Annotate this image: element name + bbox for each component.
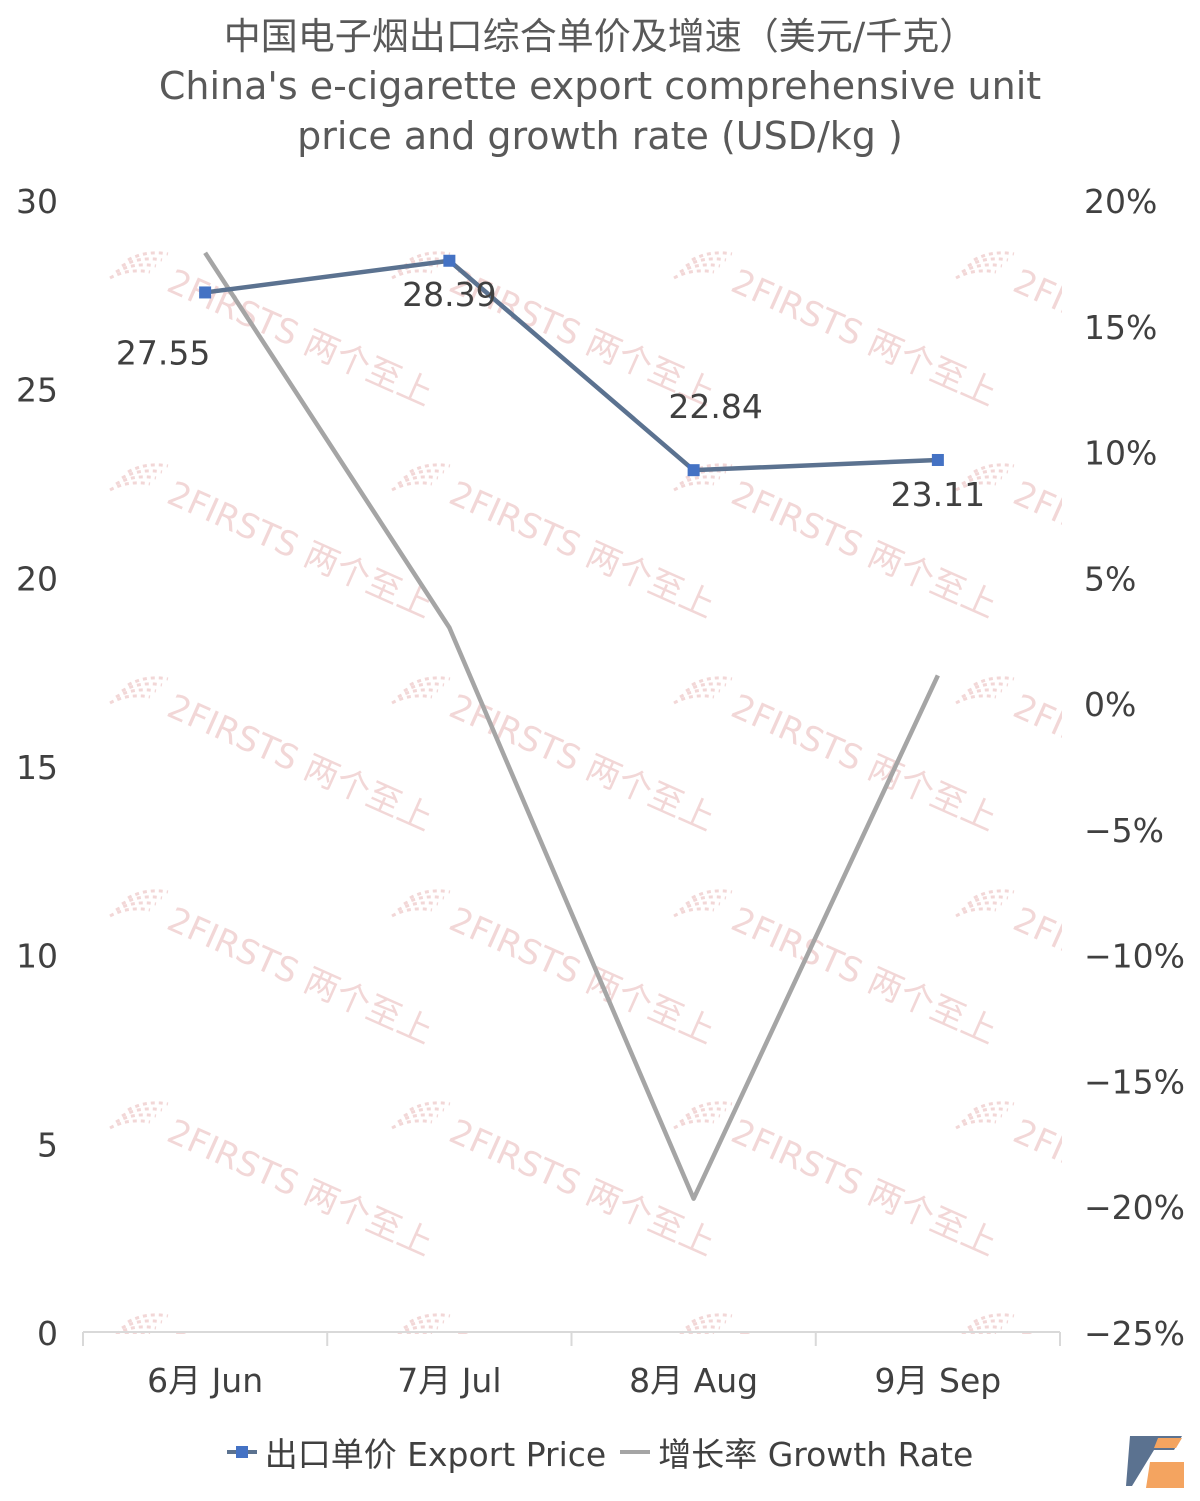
- watermark: 2FIRSTS 两个至上: [673, 1101, 1003, 1265]
- series-layer: [199, 251, 944, 1201]
- data-point-export-price: [687, 464, 700, 477]
- legend-item-growth-rate: 增长率 Growth Rate: [620, 1428, 973, 1476]
- svg-text:2FIRSTS 两个至上: 2FIRSTS 两个至上: [1007, 900, 1200, 1053]
- y-left-tick-label: 25: [16, 371, 58, 410]
- watermark: 2FIRSTS 两个至上: [673, 676, 1003, 840]
- legend-label-growth-rate: 增长率 Growth Rate: [658, 1435, 974, 1474]
- svg-text:2FIRSTS 两个至上: 2FIRSTS 两个至上: [443, 1112, 720, 1265]
- legend-swatch-export-price: [226, 1446, 257, 1458]
- x-tick-label: 9月 Sep: [875, 1361, 1002, 1400]
- data-point-export-price: [443, 254, 456, 267]
- watermark: 2FIRSTS 两个至上: [109, 463, 439, 626]
- x-tick-label: 8月 Aug: [629, 1361, 758, 1400]
- y-right-tick-label: −20%: [1084, 1188, 1185, 1227]
- y-right-tick-label: −5%: [1084, 811, 1164, 850]
- series-line-export-price: [204, 258, 938, 473]
- data-point-export-price: [931, 453, 944, 466]
- data-label-export-price: 22.84: [668, 387, 762, 426]
- watermark: 2FIRSTS 两个至上: [391, 889, 721, 1053]
- svg-text:2FIRSTS 两个至上: 2FIRSTS 两个至上: [725, 687, 1002, 840]
- data-label-export-price: 23.11: [891, 475, 985, 514]
- y-right-tick-label: 10%: [1084, 434, 1157, 473]
- watermark: 2FIRSTS 两个至上: [109, 1101, 439, 1265]
- legend-label-export-price: 出口单价 Export Price: [264, 1435, 607, 1474]
- y-right-tick-label: 0%: [1084, 685, 1136, 724]
- x-tick-label: 7月 Jul: [397, 1361, 501, 1400]
- svg-text:2FIRSTS 两个至上: 2FIRSTS 两个至上: [1007, 1324, 1200, 1477]
- y-right-tick-label: −25%: [1084, 1314, 1185, 1353]
- legend-item-export-price: 出口单价 Export Price: [226, 1428, 607, 1476]
- y-left-tick-label: 30: [16, 182, 58, 221]
- legend: 出口单价 Export Price 增长率 Growth Rate: [0, 1428, 1200, 1476]
- y-right-tick-label: 5%: [1084, 559, 1136, 598]
- chart-title-cn: 中国电子烟出口综合单价及增速（美元/千克）: [223, 15, 977, 58]
- svg-text:2FIRSTS 两个至上: 2FIRSTS 两个至上: [161, 900, 438, 1053]
- y-right-tick-label: 15%: [1084, 308, 1157, 347]
- brand-logo-icon: [1126, 1436, 1184, 1488]
- y-left-tick-label: 5: [37, 1125, 58, 1164]
- watermark: 2FIRSTS 两个至上: [391, 676, 721, 839]
- svg-text:2FIRSTS 两个至上: 2FIRSTS 两个至上: [725, 1112, 1002, 1265]
- watermark: 2FIRSTS 两个至上: [391, 463, 721, 627]
- legend-swatch-growth-rate: [620, 1450, 651, 1454]
- watermark: 2FIRSTS 两个至上: [109, 889, 439, 1053]
- svg-text:2FIRSTS 两个至上: 2FIRSTS 两个至上: [725, 900, 1002, 1053]
- axes-layer: 6月 Jun 7月 Jul 8月 Aug 9月 Sep 0 5 10 15 20 25 30 −25%…: [16, 182, 1185, 1400]
- data-label-export-price: 28.39: [402, 275, 496, 314]
- y-left-tick-label: 20: [16, 559, 58, 598]
- y-left-tick-label: 0: [37, 1314, 58, 1353]
- svg-text:2FIRSTS 两个至上: 2FIRSTS 两个至上: [1007, 474, 1200, 627]
- labels-layer: 27.55 28.39 22.84 23.11: [116, 275, 985, 514]
- watermark: 2FIRSTS 两个至上: [673, 889, 1003, 1053]
- y-right-tick-label: −10%: [1084, 937, 1185, 976]
- series-line-growth-rate: [203, 251, 940, 1201]
- chart-title-en-line1: China's e-cigarette export comprehensive…: [158, 64, 1042, 108]
- x-tick-label: 6月 Jun: [147, 1361, 263, 1400]
- chart-title-en-line2: price and growth rate (USD/kg ): [297, 114, 903, 158]
- legend-marker-export-price: [235, 1446, 248, 1458]
- y-right-tick-label: 20%: [1084, 182, 1157, 221]
- y-right-tick-label: −15%: [1084, 1062, 1185, 1101]
- y-left-tick-label: 15: [16, 748, 58, 787]
- svg-text:2FIRSTS 两个至上: 2FIRSTS 两个至上: [443, 900, 720, 1053]
- y-left-tick-label: 10: [16, 937, 58, 976]
- svg-text:2FIRSTS 两个至上: 2FIRSTS 两个至上: [443, 474, 720, 627]
- svg-text:2FIRSTS 两个至上: 2FIRSTS 两个至上: [725, 262, 1002, 415]
- data-point-export-price: [199, 286, 212, 299]
- svg-text:2FIRSTS 两个至上: 2FIRSTS 两个至上: [161, 1112, 438, 1265]
- svg-text:2FIRSTS 两个至上: 2FIRSTS 两个至上: [161, 687, 438, 840]
- watermark: 2FIRSTS 两个至上: [109, 676, 439, 840]
- data-label-export-price: 27.55: [116, 333, 210, 372]
- watermark: 2FIRSTS 两个至上: [391, 1101, 721, 1265]
